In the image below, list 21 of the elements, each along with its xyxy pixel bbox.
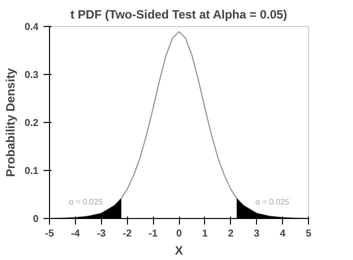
y-tick-label: 0.2 — [24, 118, 39, 129]
y-tick-label: 0 — [32, 214, 39, 225]
x-axis-title: X — [175, 244, 184, 258]
x-tick-label: 1 — [202, 228, 208, 240]
x-tick-label: 2 — [228, 228, 234, 240]
x-tick-label: 0 — [176, 228, 182, 240]
x-tick-label: 3 — [254, 228, 260, 240]
y-tick-label: 0.3 — [24, 70, 39, 81]
x-tick-label: -5 — [45, 228, 54, 240]
annotation: α = 0.025 — [255, 198, 290, 207]
y-tick-label: 0.4 — [24, 22, 39, 33]
x-tick-label: -4 — [70, 228, 80, 240]
annotation: α = 0.025 — [68, 198, 104, 207]
chart-title: t PDF (Two-Sided Test at Alpha = 0.05) — [70, 8, 288, 22]
x-tick-label: -2 — [122, 228, 132, 240]
y-axis-title: Probability Density — [4, 68, 18, 177]
y-tick-label: 0.1 — [24, 166, 39, 177]
x-tick-label: 5 — [306, 228, 312, 240]
x-tick-label: 4 — [280, 228, 286, 240]
x-tick-label: -1 — [148, 228, 158, 240]
x-tick-label: -3 — [96, 228, 106, 240]
